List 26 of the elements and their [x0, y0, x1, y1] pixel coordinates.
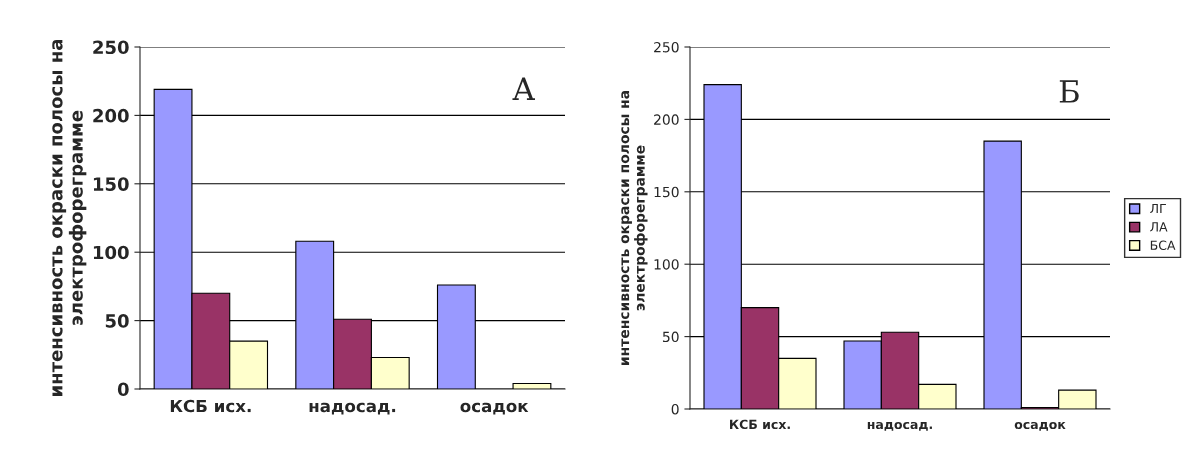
legend-label: ЛА: [1150, 222, 1168, 232]
legend-label: ЛГ: [1150, 203, 1166, 214]
y-tick-label: 150: [654, 186, 679, 198]
x-tick-label: осадок: [460, 402, 529, 415]
y-tick-label: 150: [93, 177, 129, 191]
y-tick-label: 100: [654, 259, 679, 270]
y-tick-label: 0: [117, 382, 129, 397]
annotation: А: [512, 77, 536, 100]
annotation: Б: [1059, 80, 1079, 103]
y-tick-label: 0: [671, 403, 679, 415]
x-tick-label: надосад.: [309, 402, 396, 415]
x-tick-label: КСБ исх.: [170, 399, 251, 413]
y-tick-label: 50: [105, 314, 129, 328]
x-tick-label: КСБ исх.: [730, 419, 790, 430]
x-tick-label: осадок: [1014, 421, 1066, 431]
y-tick-label: 250: [93, 40, 129, 55]
y-tick-label: 250: [654, 41, 679, 53]
bar: [512, 382, 552, 389]
y-tick-label: 50: [662, 331, 679, 343]
y-tick-label: 100: [93, 245, 129, 260]
legend-label: БСА: [1150, 240, 1176, 250]
y-axis-title: интенсивность окраски полосы на электрофореграмме: [52, 39, 87, 396]
y-axis-title: интенсивность окраски полосы на электрофореграмме: [621, 91, 648, 365]
y-tick-label: 200: [93, 108, 129, 123]
x-tick-label: надосад.: [867, 421, 932, 431]
y-tick-label: 200: [654, 114, 679, 125]
